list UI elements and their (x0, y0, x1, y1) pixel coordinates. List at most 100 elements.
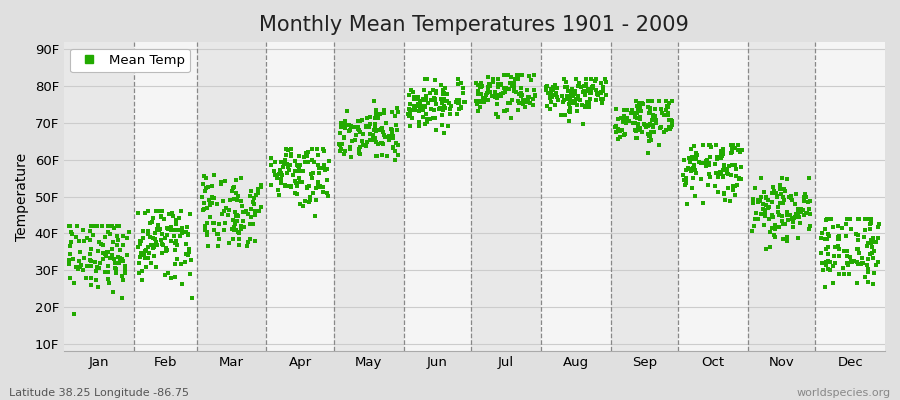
Point (716, 167, 731, 174)
Point (153, 226, 167, 232)
Bar (133, 42, 196, 351)
Point (691, 159, 706, 166)
Point (471, 88, 485, 94)
Point (164, 275, 178, 281)
Point (392, 109, 406, 115)
Point (475, 95, 490, 102)
Point (615, 127, 629, 134)
Point (491, 95, 505, 102)
Point (488, 94, 502, 100)
Point (596, 96, 610, 102)
Point (769, 190, 783, 196)
Point (168, 220, 183, 227)
Point (378, 134, 392, 140)
Point (362, 124, 376, 131)
Point (732, 175, 746, 182)
Point (646, 112, 661, 118)
Point (301, 159, 315, 166)
Point (230, 197, 245, 203)
Point (333, 148, 347, 154)
Point (248, 192, 263, 199)
Point (842, 216, 856, 222)
Point (589, 97, 603, 104)
Point (61, 257, 76, 263)
Point (435, 100, 449, 106)
Point (850, 280, 864, 286)
Point (835, 225, 850, 232)
Point (827, 253, 842, 259)
Point (583, 90, 598, 97)
Point (374, 151, 389, 158)
Point (274, 180, 289, 186)
Point (424, 96, 438, 103)
Point (223, 197, 238, 204)
Point (759, 194, 773, 200)
Point (139, 248, 153, 254)
Point (385, 108, 400, 115)
Point (418, 76, 433, 82)
Point (700, 161, 715, 168)
Point (696, 142, 710, 148)
Point (451, 100, 465, 106)
Point (338, 117, 352, 124)
Point (685, 185, 699, 192)
Point (596, 84, 610, 90)
Point (150, 242, 165, 248)
Point (169, 237, 184, 244)
Point (709, 170, 724, 176)
Point (160, 224, 175, 231)
Point (320, 192, 335, 199)
Point (416, 97, 430, 103)
Point (444, 103, 458, 109)
Point (482, 86, 496, 92)
Point (234, 226, 248, 232)
Point (265, 182, 279, 188)
Point (230, 211, 244, 218)
Point (735, 147, 750, 154)
Point (625, 107, 639, 113)
Point (704, 144, 718, 150)
Point (385, 145, 400, 151)
Point (254, 184, 268, 190)
Point (92, 239, 106, 245)
Point (771, 209, 786, 216)
Point (144, 259, 158, 266)
Point (778, 221, 793, 228)
Point (436, 130, 451, 136)
Point (500, 106, 515, 113)
Point (540, 102, 554, 109)
Point (109, 266, 123, 272)
Point (825, 224, 840, 230)
Point (168, 240, 183, 246)
Point (302, 158, 316, 165)
Point (644, 129, 659, 135)
Point (849, 231, 863, 238)
Point (207, 171, 221, 178)
Point (643, 110, 657, 116)
Point (590, 92, 605, 98)
Point (281, 164, 295, 170)
Point (296, 154, 310, 160)
Point (498, 89, 512, 96)
Point (300, 184, 314, 191)
Point (294, 179, 309, 185)
Point (388, 113, 402, 119)
Point (89, 276, 104, 283)
Point (477, 98, 491, 105)
Point (385, 127, 400, 133)
Point (288, 190, 302, 196)
Point (148, 239, 163, 246)
Point (492, 81, 507, 87)
Point (633, 116, 647, 123)
Point (231, 228, 246, 235)
Point (731, 147, 745, 153)
Point (814, 260, 829, 266)
Point (218, 178, 232, 184)
Point (642, 138, 656, 144)
Point (154, 213, 168, 219)
Point (571, 83, 585, 89)
Point (205, 220, 220, 226)
Point (184, 294, 199, 301)
Point (246, 199, 260, 206)
Point (703, 174, 717, 180)
